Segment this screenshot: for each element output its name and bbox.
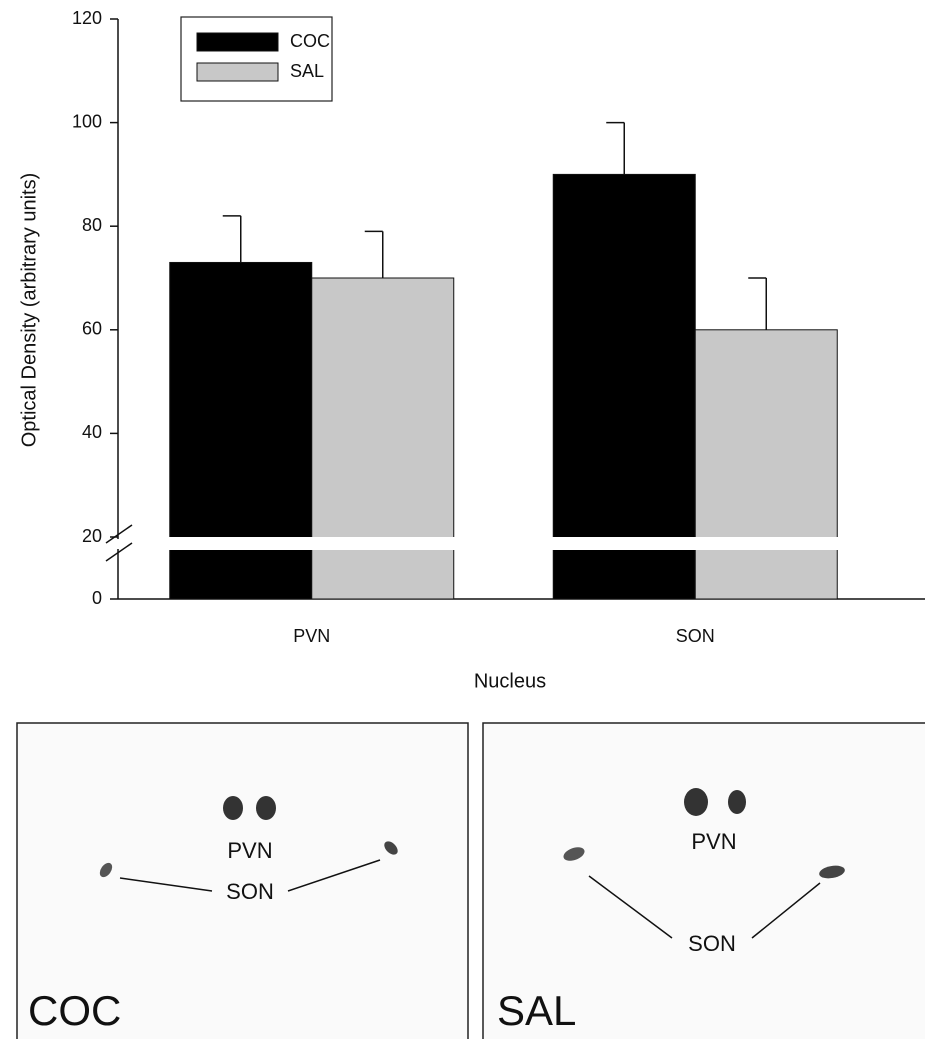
region-label: SON: [226, 879, 274, 904]
bar: [695, 330, 837, 599]
x-axis-title: Nucleus: [474, 670, 546, 692]
panel-label: COC: [28, 987, 121, 1034]
legend-swatch: [197, 63, 278, 81]
bar: [312, 278, 454, 599]
panel-label: SAL: [497, 987, 576, 1034]
y-tick-label: 0: [92, 588, 102, 608]
y-tick-label: 60: [82, 319, 102, 339]
x-tick-label: PVN: [293, 626, 330, 646]
axis-break-gap: [158, 537, 925, 550]
bar: [553, 174, 695, 599]
blob: [223, 796, 243, 820]
y-tick-label: 100: [72, 111, 102, 131]
y-tick-label: 120: [72, 8, 102, 28]
image-panel: PVN SON SAL: [483, 723, 925, 1039]
image-panel: PVN SON COC: [17, 723, 468, 1039]
y-tick-label: 40: [82, 422, 102, 442]
blob: [256, 796, 276, 820]
legend-label: COC: [290, 31, 330, 51]
blob: [728, 790, 746, 814]
y-tick-label: 80: [82, 215, 102, 235]
axis-break-gap: [115, 539, 121, 549]
blob: [684, 788, 708, 816]
region-label: PVN: [227, 838, 272, 863]
figure: Optical Density (arbitrary units) Nucleu…: [0, 0, 925, 1039]
x-tick-label: SON: [676, 626, 715, 646]
y-tick-label: 20: [82, 526, 102, 546]
region-label: PVN: [691, 829, 736, 854]
y-axis-title: Optical Density (arbitrary units): [18, 173, 40, 448]
legend-box: [181, 17, 332, 101]
legend-swatch: [197, 33, 278, 51]
region-label: SON: [688, 931, 736, 956]
legend-label: SAL: [290, 61, 324, 81]
